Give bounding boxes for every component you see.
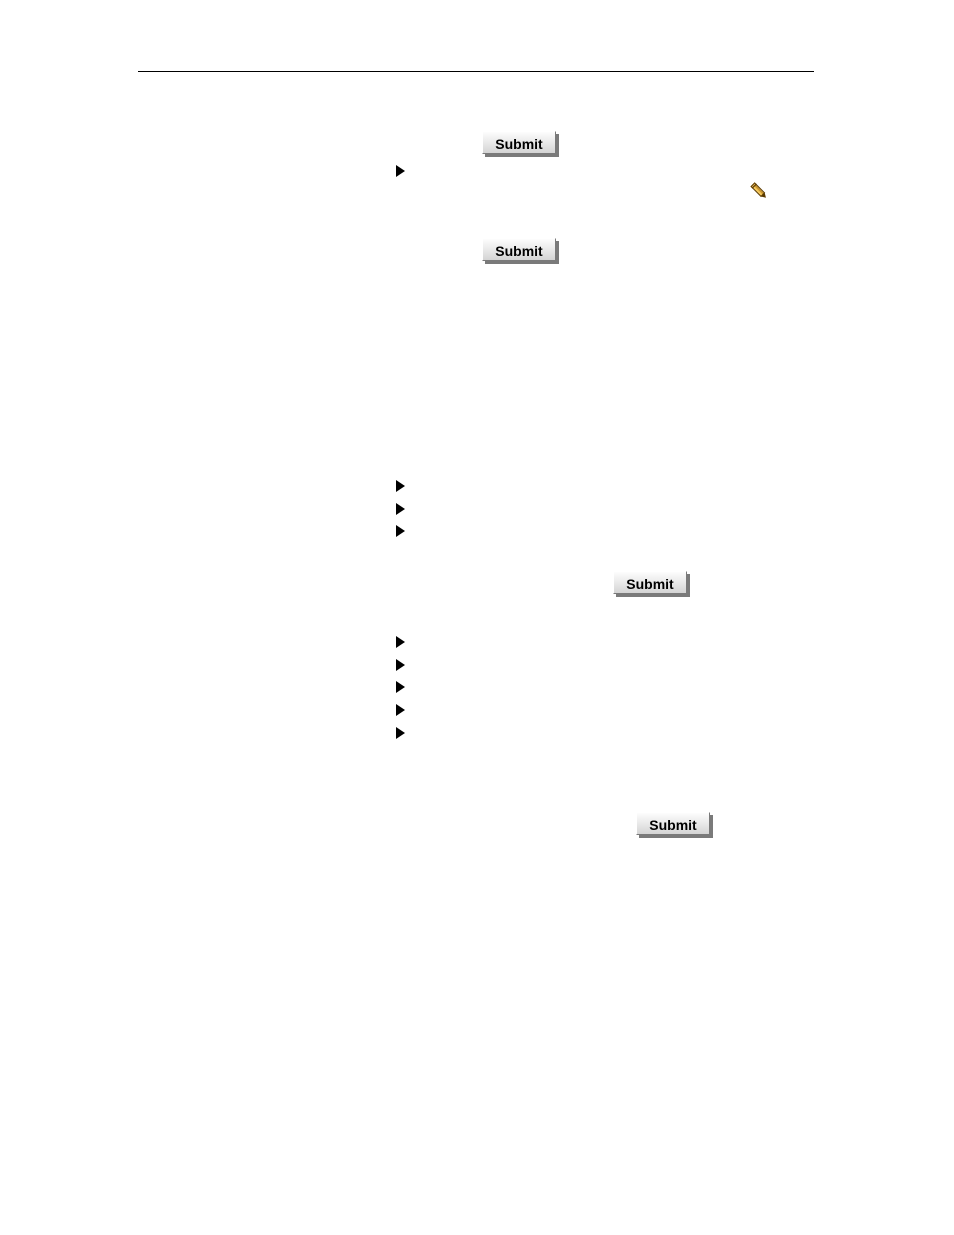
- submit-button[interactable]: Submit: [636, 812, 710, 835]
- play-arrow-icon: [396, 636, 405, 648]
- play-arrow-icon: [396, 480, 405, 492]
- pencil-tip: [760, 192, 768, 200]
- pencil-icon[interactable]: [747, 176, 775, 204]
- submit-button[interactable]: Submit: [613, 571, 687, 594]
- submit-button[interactable]: Submit: [482, 238, 556, 261]
- play-arrow-icon: [396, 681, 405, 693]
- document-page: Submit Submit Submit Submit: [0, 0, 954, 1235]
- play-arrow-icon: [396, 727, 405, 739]
- play-arrow-icon: [396, 659, 405, 671]
- play-arrow-icon: [396, 165, 405, 177]
- play-arrow-icon: [396, 704, 405, 716]
- play-arrow-icon: [396, 503, 405, 515]
- play-arrow-icon: [396, 525, 405, 537]
- submit-button[interactable]: Submit: [482, 131, 556, 154]
- horizontal-rule: [138, 71, 814, 72]
